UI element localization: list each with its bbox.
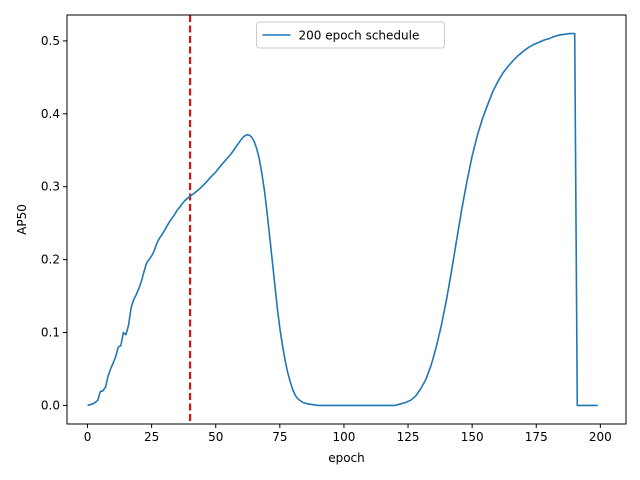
legend: 200 epoch schedule: [256, 21, 445, 49]
y-axis-ticks: 0.0 0.1 0.2 0.3 0.4 0.5: [41, 34, 67, 412]
x-tick-label: 150: [461, 430, 484, 444]
x-tick-label: 75: [272, 430, 287, 444]
x-tick-label: 125: [397, 430, 420, 444]
x-tick-label: 50: [208, 430, 223, 444]
y-tick-label: 0.2: [41, 253, 60, 267]
series-lines: [87, 32, 598, 407]
x-axis-label: epoch: [328, 451, 365, 465]
y-tick-label: 0.1: [41, 326, 60, 340]
x-tick-label: 25: [144, 430, 159, 444]
x-tick-label: 0: [84, 430, 92, 444]
x-tick-label: 200: [589, 430, 612, 444]
axes-frame: [66, 14, 627, 425]
y-tick-label: 0.0: [41, 398, 60, 412]
legend-box: [256, 21, 445, 49]
legend-entry-label: 200 epoch schedule: [299, 29, 420, 43]
y-axis-label: AP50: [15, 204, 29, 235]
y-tick-label: 0.3: [41, 180, 60, 194]
y-tick-label: 0.5: [41, 34, 60, 48]
x-tick-label: 100: [332, 430, 355, 444]
x-tick-label: 175: [525, 430, 548, 444]
y-tick-label: 0.4: [41, 107, 60, 121]
x-axis-ticks: 0 25 50 75 100 125 150 175 200: [84, 424, 612, 444]
series-line-0: [87, 32, 598, 407]
